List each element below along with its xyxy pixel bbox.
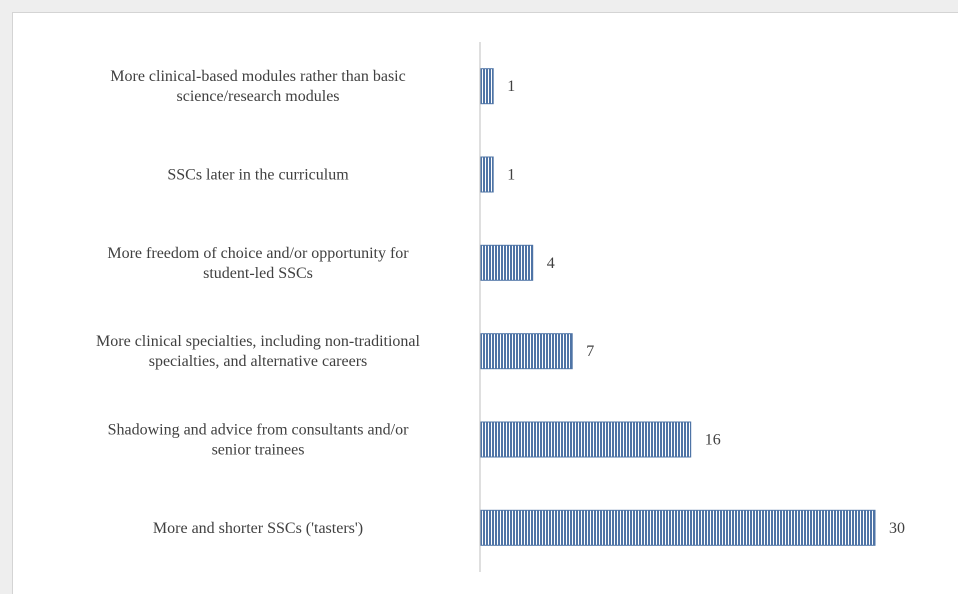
data-label-0: 1	[507, 78, 515, 95]
bar-4	[479, 421, 692, 458]
data-label-4: 16	[705, 432, 721, 449]
category-label-1: SSCs later in the curriculum	[167, 167, 349, 184]
bar-2	[479, 244, 534, 281]
bars-layer	[479, 68, 876, 546]
bar-0	[479, 68, 494, 105]
data-label-2: 4	[547, 255, 555, 272]
category-label-2-line-0: More freedom of choice and/or opportunit…	[107, 245, 409, 262]
labels-layer: 1 More clinical-based modules rather than…	[96, 68, 905, 537]
bar-1	[479, 156, 494, 193]
category-label-3: More clinical specialties, including non…	[96, 333, 420, 370]
category-label-4-line-0: Shadowing and advice from consultants an…	[108, 422, 409, 439]
category-label-3-line-0: More clinical specialties, including non…	[96, 333, 420, 350]
category-label-5-line-0: More and shorter SSCs ('tasters')	[153, 520, 363, 537]
category-label-1-line-0: SSCs later in the curriculum	[167, 167, 349, 184]
data-label-5: 30	[889, 520, 905, 537]
category-label-4-line-1: senior trainees	[212, 442, 305, 459]
category-label-4: Shadowing and advice from consultants an…	[108, 422, 409, 459]
category-label-2-line-1: student-led SSCs	[203, 265, 313, 282]
chart-frame	[12, 12, 958, 594]
category-label-3-line-1: specialties, and alternative careers	[149, 353, 368, 370]
category-label-0-line-0: More clinical-based modules rather than …	[110, 68, 405, 85]
data-label-1: 1	[507, 167, 515, 184]
category-label-0-line-1: science/research modules	[176, 88, 339, 105]
bar-3	[479, 333, 573, 370]
category-label-2: More freedom of choice and/or opportunit…	[107, 245, 409, 282]
category-label-0: More clinical-based modules rather than …	[110, 68, 405, 105]
bar-5	[479, 509, 876, 546]
data-label-3: 7	[586, 343, 594, 360]
category-label-5: More and shorter SSCs ('tasters')	[153, 520, 363, 537]
